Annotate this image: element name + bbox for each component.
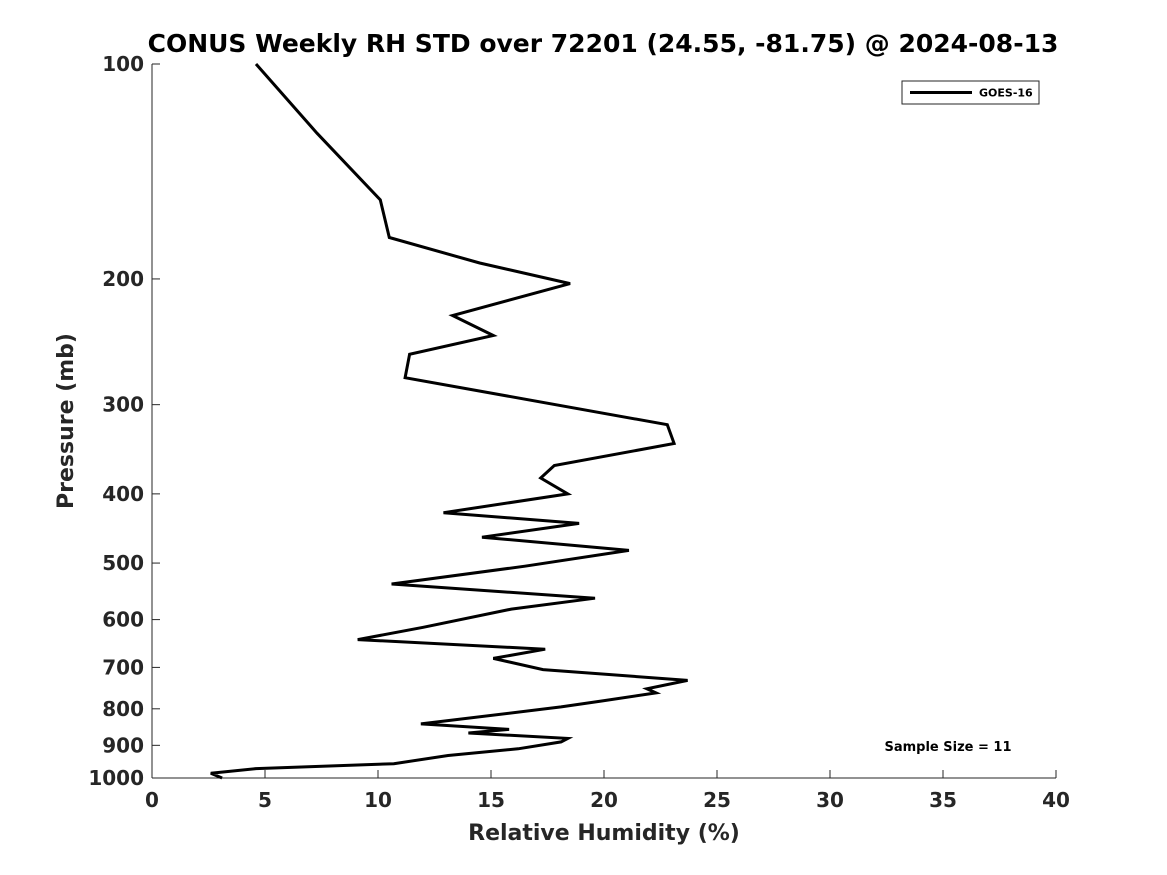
x-tick-label: 5 (258, 788, 272, 812)
y-tick-label: 500 (102, 551, 144, 575)
series-layer (210, 63, 688, 780)
x-ticks: 0 5 10 15 20 25 30 35 40 (145, 770, 1070, 812)
y-axis-label: Pressure (mb) (54, 333, 79, 509)
legend: GOES-16 (901, 80, 1040, 105)
chart-title: CONUS Weekly RH STD over 72201 (24.55, -… (148, 29, 1059, 58)
x-tick-label: 10 (364, 788, 392, 812)
y-tick-label: 800 (102, 697, 144, 721)
y-ticks: 100 200 300 400 500 600 700 800 900 1000 (88, 52, 160, 790)
y-tick-label: 100 (102, 52, 144, 76)
y-tick-label: 1000 (88, 766, 144, 790)
x-tick-label: 20 (590, 788, 618, 812)
y-tick-label: 600 (102, 608, 144, 632)
x-tick-label: 15 (477, 788, 505, 812)
x-tick-label: 40 (1042, 788, 1070, 812)
sample-size-annotation: Sample Size = 11 (884, 740, 1011, 755)
series-line-goes-16 (210, 63, 688, 780)
y-tick-label: 900 (102, 733, 144, 757)
y-tick-label: 200 (102, 267, 144, 291)
x-axis-label: Relative Humidity (%) (468, 821, 740, 846)
x-tick-label: 25 (703, 788, 731, 812)
plot-area (151, 64, 1056, 779)
y-tick-label: 700 (102, 655, 144, 679)
x-tick-label: 30 (816, 788, 844, 812)
x-tick-label: 35 (929, 788, 957, 812)
y-tick-label: 300 (102, 393, 144, 417)
x-tick-label: 0 (145, 788, 159, 812)
y-tick-label: 400 (102, 482, 144, 506)
legend-label-goes-16: GOES-16 (979, 87, 1033, 100)
